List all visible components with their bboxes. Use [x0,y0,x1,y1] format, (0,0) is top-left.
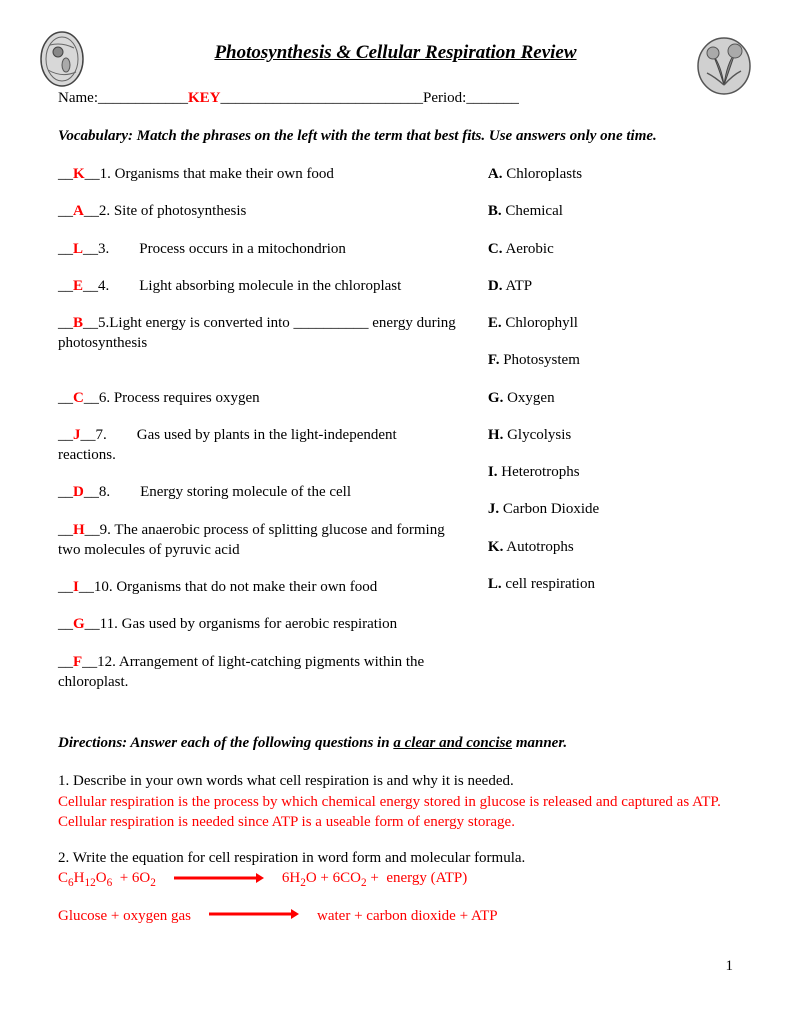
equation-right: 6H2O + 6CO2 + energy (ATP) [282,868,467,891]
question-item: __F__12. Arrangement of light-catching p… [58,652,458,693]
answer-letter: A [73,203,84,219]
term-item: B. Chemical [488,201,733,221]
term-item: L. cell respiration [488,574,733,594]
short-answer-2: 2. Write the equation for cell respirati… [58,848,733,926]
term-item: E. Chlorophyll [488,313,733,333]
question-text: 1. Describe in your own words what cell … [58,771,733,791]
answer-letter: F [73,654,82,670]
arrow-icon [174,870,264,890]
question-item: __E__4. Light absorbing molecule in the … [58,276,458,296]
cell-icon [38,30,86,94]
equation-molecular: C6H12O6 + 6O2 6H2O + 6CO2 + energy (ATP) [58,868,733,891]
answer-letter: B [73,315,83,331]
question-item: __B__5.Light energy is converted into __… [58,313,458,354]
question-item: __A__2. Site of photosynthesis [58,201,458,221]
answer-letter: L [73,241,83,257]
question-text: 2. Write the equation for cell respirati… [58,848,733,868]
term-item: A. Chloroplasts [488,164,733,184]
questions-column: __K__1. Organisms that make their own fo… [58,164,458,709]
equation-right: water + carbon dioxide + ATP [317,906,498,926]
answer-letter: C [73,390,84,406]
terms-column: A. Chloroplasts B. Chemical C. Aerobic D… [488,164,733,709]
term-item: G. Oxygen [488,388,733,408]
answer-letter: I [73,579,79,595]
answer-letter: J [73,427,81,443]
vocab-instructions: Vocabulary: Match the phrases on the lef… [58,126,733,146]
term-item: H. Glycolysis [488,425,733,445]
question-item: __I__10. Organisms that do not make thei… [58,577,458,597]
page-title: Photosynthesis & Cellular Respiration Re… [58,40,733,66]
answer-letter: E [73,278,83,294]
name-period-line: Name:____________KEY____________________… [58,88,733,108]
question-item: __L__3. Process occurs in a mitochondrio… [58,239,458,259]
term-item: I. Heterotrophs [488,462,733,482]
question-item: __J__7. Gas used by plants in the light-… [58,425,458,466]
equation-left: Glucose + oxygen gas [58,906,191,926]
worksheet-page: Photosynthesis & Cellular Respiration Re… [0,0,791,1006]
short-answer-1: 1. Describe in your own words what cell … [58,771,733,832]
term-item: D. ATP [488,276,733,296]
equation-left: C6H12O6 + 6O2 [58,868,156,891]
equation-words: Glucose + oxygen gas water + carbon diox… [58,906,733,926]
period-label: Period: [423,90,466,106]
question-item: __C__6. Process requires oxygen [58,388,458,408]
short-answer-directions: Directions: Answer each of the following… [58,733,733,753]
term-item: K. Autotrophs [488,537,733,557]
page-number: 1 [58,956,733,976]
matching-section: __K__1. Organisms that make their own fo… [58,164,733,709]
term-item: J. Carbon Dioxide [488,499,733,519]
key-text: KEY [188,90,221,106]
question-item: __H__9. The anaerobic process of splitti… [58,520,458,561]
term-item: F. Photosystem [488,350,733,370]
question-item: __D__8. Energy storing molecule of the c… [58,482,458,502]
question-item: __K__1. Organisms that make their own fo… [58,164,458,184]
answer-letter: G [73,616,85,632]
answer-letter: D [73,484,84,500]
answer-letter: K [73,166,85,182]
question-item: __G__11. Gas used by organisms for aerob… [58,614,458,634]
arrow-icon [209,906,299,926]
answer-text: Cellular respiration is the process by w… [58,792,733,833]
answer-letter: H [73,522,85,538]
plant-icon [695,35,753,103]
term-item: C. Aerobic [488,239,733,259]
